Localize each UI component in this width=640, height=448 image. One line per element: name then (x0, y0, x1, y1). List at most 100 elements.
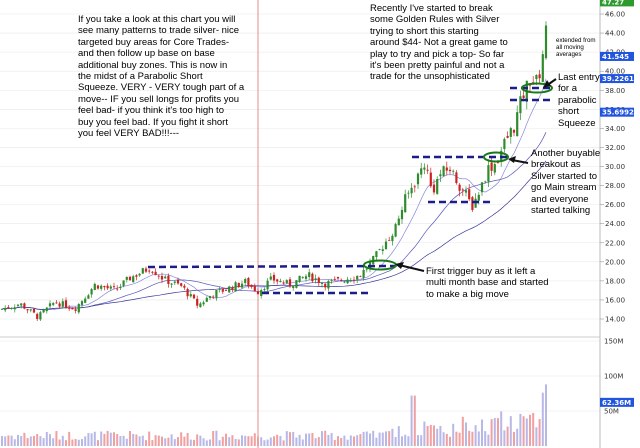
volume-bars (1, 384, 547, 446)
volume-bar (87, 432, 90, 446)
volume-bar (346, 439, 349, 446)
price-bar (4, 307, 7, 311)
volume-bar (273, 436, 275, 446)
price-bar (196, 298, 199, 306)
price-bar (458, 184, 461, 191)
price-bar (343, 281, 346, 283)
price-bar (154, 271, 157, 276)
volume-bar (513, 431, 515, 446)
volume-bar (77, 439, 80, 446)
price-bar (272, 274, 276, 281)
price-bar (250, 284, 253, 287)
price-bar (336, 277, 340, 279)
price-bar (32, 308, 36, 313)
volume-bar (545, 384, 547, 446)
volume-bar (49, 434, 51, 446)
volume-bar (7, 435, 10, 446)
first-trigger-annotation: First trigger buy as it left a multi mon… (426, 266, 549, 300)
price-bar (39, 312, 42, 320)
volume-bar (247, 436, 250, 446)
volume-bar (327, 434, 330, 446)
volume-bar (228, 437, 231, 446)
volume-bar (151, 440, 154, 446)
price-bar (228, 286, 231, 293)
volume-bar (119, 436, 122, 446)
volume-bar (471, 431, 474, 446)
volume-bar (97, 440, 99, 446)
price-bar (288, 279, 292, 287)
price-bar (407, 192, 410, 194)
price-bar (48, 303, 52, 307)
volume-bar (369, 433, 371, 446)
price-bar (141, 268, 144, 274)
price-badge-label: 39.2261 (602, 75, 634, 83)
volume-bar (381, 432, 384, 446)
volume-bar (212, 430, 215, 446)
price-bar (445, 167, 448, 171)
price-bar (365, 268, 368, 270)
price-bar (240, 283, 244, 288)
volume-bar (17, 435, 19, 446)
volume-bar (461, 416, 464, 446)
volume-bar (244, 435, 247, 446)
volume-bar (52, 438, 55, 446)
volume-grid (0, 340, 600, 412)
price-badge (600, 107, 634, 117)
volume-bar (445, 433, 448, 446)
price-bar (106, 285, 109, 289)
price-bar (455, 172, 458, 184)
volume-bar (257, 436, 259, 446)
volume-bar (253, 433, 256, 446)
price-bar (199, 303, 202, 308)
price-bar (528, 84, 532, 86)
volume-bar (173, 439, 176, 446)
price-bar (356, 275, 359, 280)
volume-bar (394, 437, 397, 446)
price-bar (490, 162, 493, 171)
price-bar (36, 313, 39, 319)
price-tick-label: 20.00 (605, 258, 625, 266)
price-bar (317, 277, 320, 284)
price-bar (442, 166, 445, 177)
price-bar (205, 297, 208, 302)
volume-bar (407, 436, 410, 446)
volume-bar (125, 438, 128, 446)
volume-bar (305, 433, 307, 446)
price-tick-label: 18.00 (605, 277, 625, 285)
volume-bar (308, 433, 311, 446)
volume-tick-label: 50M (604, 408, 619, 416)
price-bar (68, 307, 71, 309)
price-bar (468, 189, 471, 200)
last-entry-annotation: Last entry for a parabolic short Squeeze (558, 72, 600, 129)
price-bar (231, 287, 234, 291)
volume-bar (317, 437, 320, 446)
price-bar (461, 189, 464, 191)
price-bar (333, 278, 336, 280)
price-bar (346, 279, 349, 284)
volume-bar (525, 418, 528, 446)
price-bar (487, 165, 490, 182)
volume-bar (10, 435, 13, 446)
price-bar (170, 283, 173, 285)
price-tick-label: 26.00 (605, 201, 625, 209)
volume-bar (487, 434, 490, 446)
volume-bar (250, 436, 253, 446)
volume-bar (372, 430, 375, 446)
volume-bar (378, 432, 381, 446)
price-bar (308, 272, 311, 278)
volume-bar (237, 439, 240, 446)
price-bar (519, 96, 522, 114)
volume-bar (321, 431, 323, 446)
volume-bar (193, 439, 195, 446)
price-badge (600, 74, 634, 84)
price-bar (157, 275, 160, 277)
price-bar (58, 303, 61, 307)
volume-bar (215, 430, 218, 446)
price-bar (500, 150, 503, 161)
price-bar (253, 285, 256, 291)
volume-bar (135, 434, 138, 446)
volume-bar (452, 423, 455, 446)
volume-bar (439, 425, 442, 446)
price-tick-label: 34.00 (605, 125, 625, 133)
volume-bar (196, 434, 199, 446)
